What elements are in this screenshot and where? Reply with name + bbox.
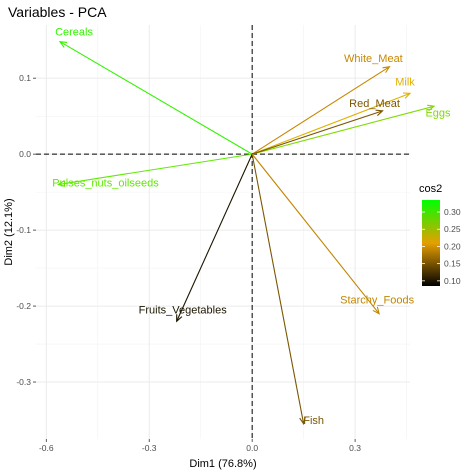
y-tick-label: 0.0 <box>19 149 31 159</box>
legend-tick-label: 0.10 <box>444 276 461 286</box>
label-pulses-nuts-oilseeds: Pulses_nuts_oilseeds <box>52 178 159 190</box>
arrow-fish <box>251 154 305 424</box>
arrowhead-milk <box>402 92 412 99</box>
arrowhead-cereals <box>58 41 68 48</box>
arrowhead-red-meat <box>375 109 384 116</box>
arrow-starchy-foods <box>251 153 380 315</box>
x-axis-title: Dim1 (76.8%) <box>189 458 256 470</box>
axis-ticks: -0.6 -0.3 0.0 0.3 0.1 0.0 -0.1 -0.2 -0.3 <box>16 73 361 453</box>
chart-title: Variables - PCA <box>8 4 107 20</box>
label-red-meat: Red_Meat <box>349 98 400 110</box>
label-starchy-foods: Starchy_Foods <box>340 295 414 307</box>
label-fruits-vegetables: Fruits_Vegetables <box>139 304 228 316</box>
arrowhead-fruits-vegetables <box>176 314 183 323</box>
arrow-fruits-vegetables <box>176 153 253 322</box>
label-cereals: Cereals <box>55 27 93 39</box>
arrow-red-meat <box>251 110 383 155</box>
arrowhead-pulses-nuts-oilseeds <box>56 180 66 187</box>
label-eggs: Eggs <box>425 107 451 119</box>
y-tick-label: -0.1 <box>16 225 31 235</box>
arrow-white-meat <box>251 66 390 155</box>
label-fish: Fish <box>303 415 324 427</box>
plot-panel <box>36 25 410 439</box>
y-tick-label: -0.2 <box>16 301 31 311</box>
legend-tick-label: 0.25 <box>444 224 461 234</box>
label-milk: Milk <box>395 76 415 88</box>
arrow-milk <box>251 92 411 155</box>
variable-labels: Cereals Pulses_nuts_oilseeds Fruits_Vegeta… <box>52 27 451 427</box>
arrowhead-fish <box>299 416 306 426</box>
x-tick-label: 0.0 <box>246 443 258 453</box>
x-tick-label: 0.3 <box>349 443 361 453</box>
legend-colorbar <box>422 200 440 286</box>
reference-lines <box>36 25 410 439</box>
x-tick-label: -0.6 <box>39 443 54 453</box>
cos2-legend: cos2 0.30 0.25 0.20 0.15 0.10 <box>419 183 461 286</box>
y-axis-title: Dim2 (12.1%) <box>3 198 15 265</box>
arrowhead-white-meat <box>382 66 391 73</box>
arrow-eggs <box>252 105 435 155</box>
arrowhead-eggs <box>427 104 436 112</box>
legend-title: cos2 <box>419 183 442 195</box>
legend-tick-label: 0.20 <box>444 241 461 251</box>
legend-tick-label: 0.15 <box>444 259 461 269</box>
y-tick-label: -0.3 <box>16 377 31 387</box>
arrow-pulses-nuts-oilseeds <box>58 153 253 186</box>
variable-arrows <box>56 41 436 426</box>
arrow-cereals <box>59 41 253 155</box>
x-tick-label: -0.3 <box>142 443 157 453</box>
arrowhead-starchy-foods <box>372 306 380 315</box>
y-tick-label: 0.1 <box>19 73 31 83</box>
legend-tick-label: 0.30 <box>444 207 461 217</box>
label-white-meat: White_Meat <box>344 53 403 65</box>
